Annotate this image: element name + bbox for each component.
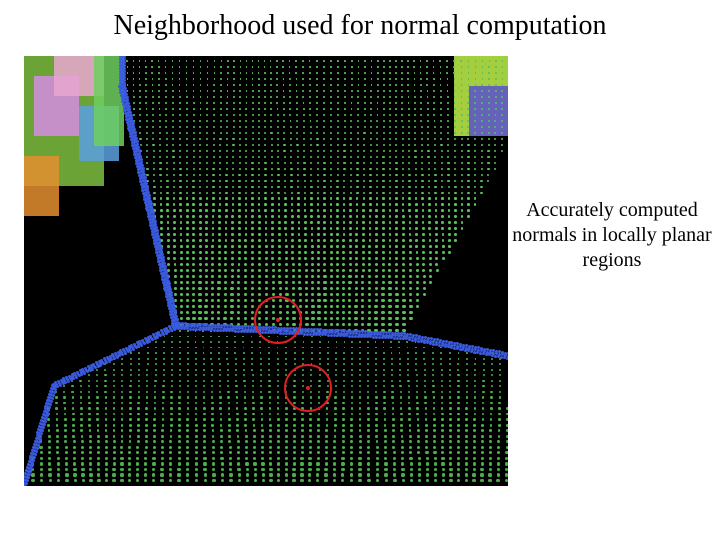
- annotation-circle-2: [284, 364, 332, 412]
- slide-title: Neighborhood used for normal computation: [0, 10, 720, 42]
- pointcloud-figure: [24, 56, 508, 486]
- figure-caption: Accurately computed normals in locally p…: [512, 198, 712, 273]
- bg-region: [469, 86, 508, 136]
- annotation-circle-1: [254, 296, 302, 344]
- bg-region: [24, 156, 59, 216]
